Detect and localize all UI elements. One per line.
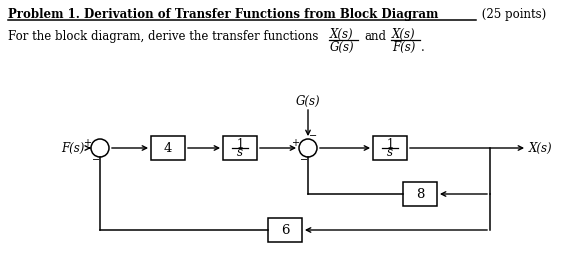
Text: s: s [387, 147, 393, 159]
Text: +: + [83, 138, 91, 148]
Text: .: . [421, 41, 425, 54]
Text: 1: 1 [236, 138, 243, 150]
FancyBboxPatch shape [403, 182, 437, 206]
Text: X(s): X(s) [330, 28, 354, 41]
Text: Problem 1. Derivation of Transfer Functions from Block Diagram: Problem 1. Derivation of Transfer Functi… [8, 8, 439, 21]
FancyBboxPatch shape [223, 136, 257, 160]
Text: 6: 6 [281, 224, 289, 237]
Text: 4: 4 [164, 142, 172, 154]
Text: 1: 1 [386, 138, 394, 150]
Text: G(s): G(s) [296, 95, 320, 108]
Text: −: − [92, 155, 100, 165]
Text: and: and [364, 30, 386, 43]
Text: F(s): F(s) [61, 142, 84, 154]
Text: 8: 8 [416, 187, 424, 200]
Text: −: − [300, 155, 308, 165]
Text: F(s): F(s) [392, 41, 415, 54]
Text: X(s): X(s) [529, 142, 553, 154]
Text: −: − [309, 131, 317, 141]
Text: For the block diagram, derive the transfer functions: For the block diagram, derive the transf… [8, 30, 318, 43]
FancyBboxPatch shape [268, 218, 302, 242]
Text: (25 points): (25 points) [478, 8, 546, 21]
Text: G(s): G(s) [330, 41, 354, 54]
Text: +: + [291, 138, 299, 148]
FancyBboxPatch shape [373, 136, 407, 160]
Text: X(s): X(s) [392, 28, 415, 41]
FancyBboxPatch shape [151, 136, 185, 160]
Text: s: s [237, 147, 243, 159]
